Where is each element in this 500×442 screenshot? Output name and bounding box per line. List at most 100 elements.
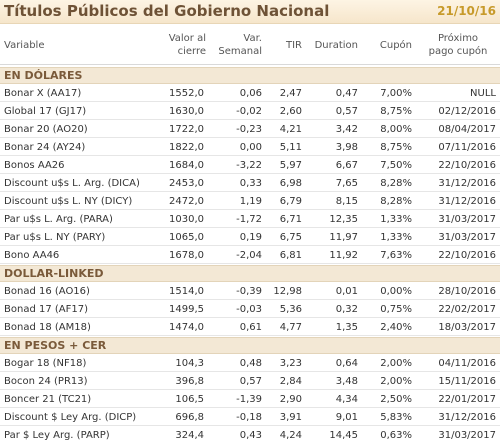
bond-name: Bogar 18 (NF18) <box>4 358 87 369</box>
duration-cell: 0,64 <box>335 358 358 369</box>
duration-cell: 0,57 <box>335 106 358 117</box>
tir-cell: 4,77 <box>279 322 302 333</box>
coupon-cell: 0,00% <box>380 286 412 297</box>
next-coupon-date-cell: 15/11/2016 <box>438 376 496 387</box>
duration-cell: 8,15 <box>335 196 358 207</box>
bond-name: Par u$s L. NY (PARY) <box>4 232 106 243</box>
section-header: EN PESOS + CER <box>0 337 500 354</box>
tir-cell: 3,23 <box>279 358 302 369</box>
tir-cell: 6,71 <box>279 214 302 225</box>
table-row: Discount $ Ley Arg. (DICP) 696,8 -0,18 3,91… <box>0 409 500 426</box>
table-row: Discount u$s L. NY (DICY) 2472,0 1,19 6,79 8… <box>0 193 500 210</box>
tir-cell: 12,98 <box>273 286 302 297</box>
coupon-cell: 2,00% <box>380 358 412 369</box>
coupon-cell: 1,33% <box>380 232 412 243</box>
table-row: Global 17 (GJ17) 1630,0 -0,02 2,60 0,57 8,75%… <box>0 103 500 120</box>
table-row: Par u$s L. Arg. (PARA) 1030,0 -1,72 6,71 12,… <box>0 211 500 228</box>
coupon-cell: 2,50% <box>380 394 412 405</box>
table-row: Bonar 24 (AY24) 1822,0 0,00 5,11 3,98 8,75% 07… <box>0 139 500 156</box>
next-coupon-date-cell: 31/03/2017 <box>438 232 496 243</box>
price-cell: 396,8 <box>175 376 204 387</box>
table-row: Boncer 21 (TC21) 106,5 -1,39 2,90 4,34 2,50% 2… <box>0 391 500 408</box>
bond-name: Discount u$s L. Arg. (DICA) <box>4 178 140 189</box>
tir-cell: 6,81 <box>279 250 302 261</box>
price-cell: 1678,0 <box>169 250 204 261</box>
bond-name: Bonar 20 (AO20) <box>4 124 88 135</box>
next-coupon-date-cell: 04/11/2016 <box>438 358 496 369</box>
bond-name: Boncer 21 (TC21) <box>4 394 92 405</box>
weekly-change-cell: 1,19 <box>239 196 262 207</box>
tir-cell: 4,24 <box>279 430 302 441</box>
tir-cell: 2,47 <box>279 88 302 99</box>
price-cell: 1474,0 <box>169 322 204 333</box>
next-coupon-date-cell: 31/03/2017 <box>438 214 496 225</box>
tir-cell: 5,97 <box>279 160 302 171</box>
coupon-cell: 7,00% <box>380 88 412 99</box>
next-coupon-date-cell: 31/03/2017 <box>438 430 496 441</box>
price-cell: 324,4 <box>175 430 204 441</box>
coupon-cell: 5,83% <box>380 412 412 423</box>
weekly-change-cell: -2,04 <box>236 250 262 261</box>
price-cell: 1065,0 <box>169 232 204 243</box>
price-cell: 106,5 <box>175 394 204 405</box>
price-cell: 2472,0 <box>169 196 204 207</box>
coupon-cell: 0,75% <box>380 304 412 315</box>
bond-name: Bocon 24 (PR13) <box>4 376 88 387</box>
weekly-change-cell: -1,72 <box>236 214 262 225</box>
section-label: EN DÓLARES <box>4 69 83 82</box>
bond-name: Bonos AA26 <box>4 160 65 171</box>
coupon-cell: 8,75% <box>380 106 412 117</box>
tir-cell: 6,79 <box>279 196 302 207</box>
header-cupon: Cupón <box>379 40 412 51</box>
title-bar: Títulos Públicos del Gobierno Nacional 2… <box>0 0 500 24</box>
tir-cell: 2,60 <box>279 106 302 117</box>
next-coupon-date-cell: 18/03/2017 <box>438 322 496 333</box>
coupon-cell: 8,28% <box>380 178 412 189</box>
bond-name: Bonar 24 (AY24) <box>4 142 86 153</box>
section-header: EN DÓLARES <box>0 67 500 84</box>
duration-cell: 9,01 <box>335 412 358 423</box>
tir-cell: 5,36 <box>279 304 302 315</box>
tir-cell: 5,11 <box>279 142 302 153</box>
weekly-change-cell: -1,39 <box>236 394 262 405</box>
coupon-cell: 2,00% <box>380 376 412 387</box>
coupon-cell: 8,75% <box>380 142 412 153</box>
tir-cell: 4,21 <box>279 124 302 135</box>
bond-name: Bonad 17 (AF17) <box>4 304 88 315</box>
next-coupon-date-cell: 22/02/2017 <box>438 304 496 315</box>
duration-cell: 12,35 <box>329 214 358 225</box>
weekly-change-cell: -0,03 <box>236 304 262 315</box>
table-row: Par $ Ley Arg. (PARP) 324,4 0,43 4,24 14,45 0… <box>0 427 500 442</box>
coupon-cell: 7,63% <box>380 250 412 261</box>
weekly-change-cell: 0,61 <box>239 322 262 333</box>
duration-cell: 0,01 <box>335 286 358 297</box>
bond-name: Par u$s L. Arg. (PARA) <box>4 214 113 225</box>
bond-name: Discount $ Ley Arg. (DICP) <box>4 412 137 423</box>
duration-cell: 4,34 <box>335 394 358 405</box>
tir-cell: 3,91 <box>279 412 302 423</box>
table-row: Bogar 18 (NF18) 104,3 0,48 3,23 0,64 2,00% 04/… <box>0 355 500 372</box>
coupon-cell: 0,63% <box>380 430 412 441</box>
header-duration: Duration <box>314 40 358 51</box>
price-cell: 104,3 <box>175 358 204 369</box>
price-cell: 1552,0 <box>169 88 204 99</box>
table-row: Bonar 20 (AO20) 1722,0 -0,23 4,21 3,42 8,00% 0… <box>0 121 500 138</box>
coupon-cell: 2,40% <box>380 322 412 333</box>
bond-name: Bonar X (AA17) <box>4 88 82 99</box>
next-coupon-date-cell: 31/12/2016 <box>438 196 496 207</box>
next-coupon-date-cell: 08/04/2017 <box>438 124 496 135</box>
bond-name: Global 17 (GJ17) <box>4 106 87 117</box>
price-cell: 1822,0 <box>169 142 204 153</box>
weekly-change-cell: 0,57 <box>239 376 262 387</box>
price-cell: 1630,0 <box>169 106 204 117</box>
price-cell: 1030,0 <box>169 214 204 225</box>
section-header: DOLLAR-LINKED <box>0 265 500 282</box>
page-title: Títulos Públicos del Gobierno Nacional <box>4 2 330 20</box>
next-coupon-date-cell: 07/11/2016 <box>438 142 496 153</box>
next-coupon-date-cell: 02/12/2016 <box>438 106 496 117</box>
bond-name: Bonad 16 (AO16) <box>4 286 90 297</box>
tir-cell: 6,98 <box>279 178 302 189</box>
table-row: Bonad 16 (AO16) 1514,0 -0,39 12,98 0,01 0,00%… <box>0 283 500 300</box>
duration-cell: 0,47 <box>335 88 358 99</box>
